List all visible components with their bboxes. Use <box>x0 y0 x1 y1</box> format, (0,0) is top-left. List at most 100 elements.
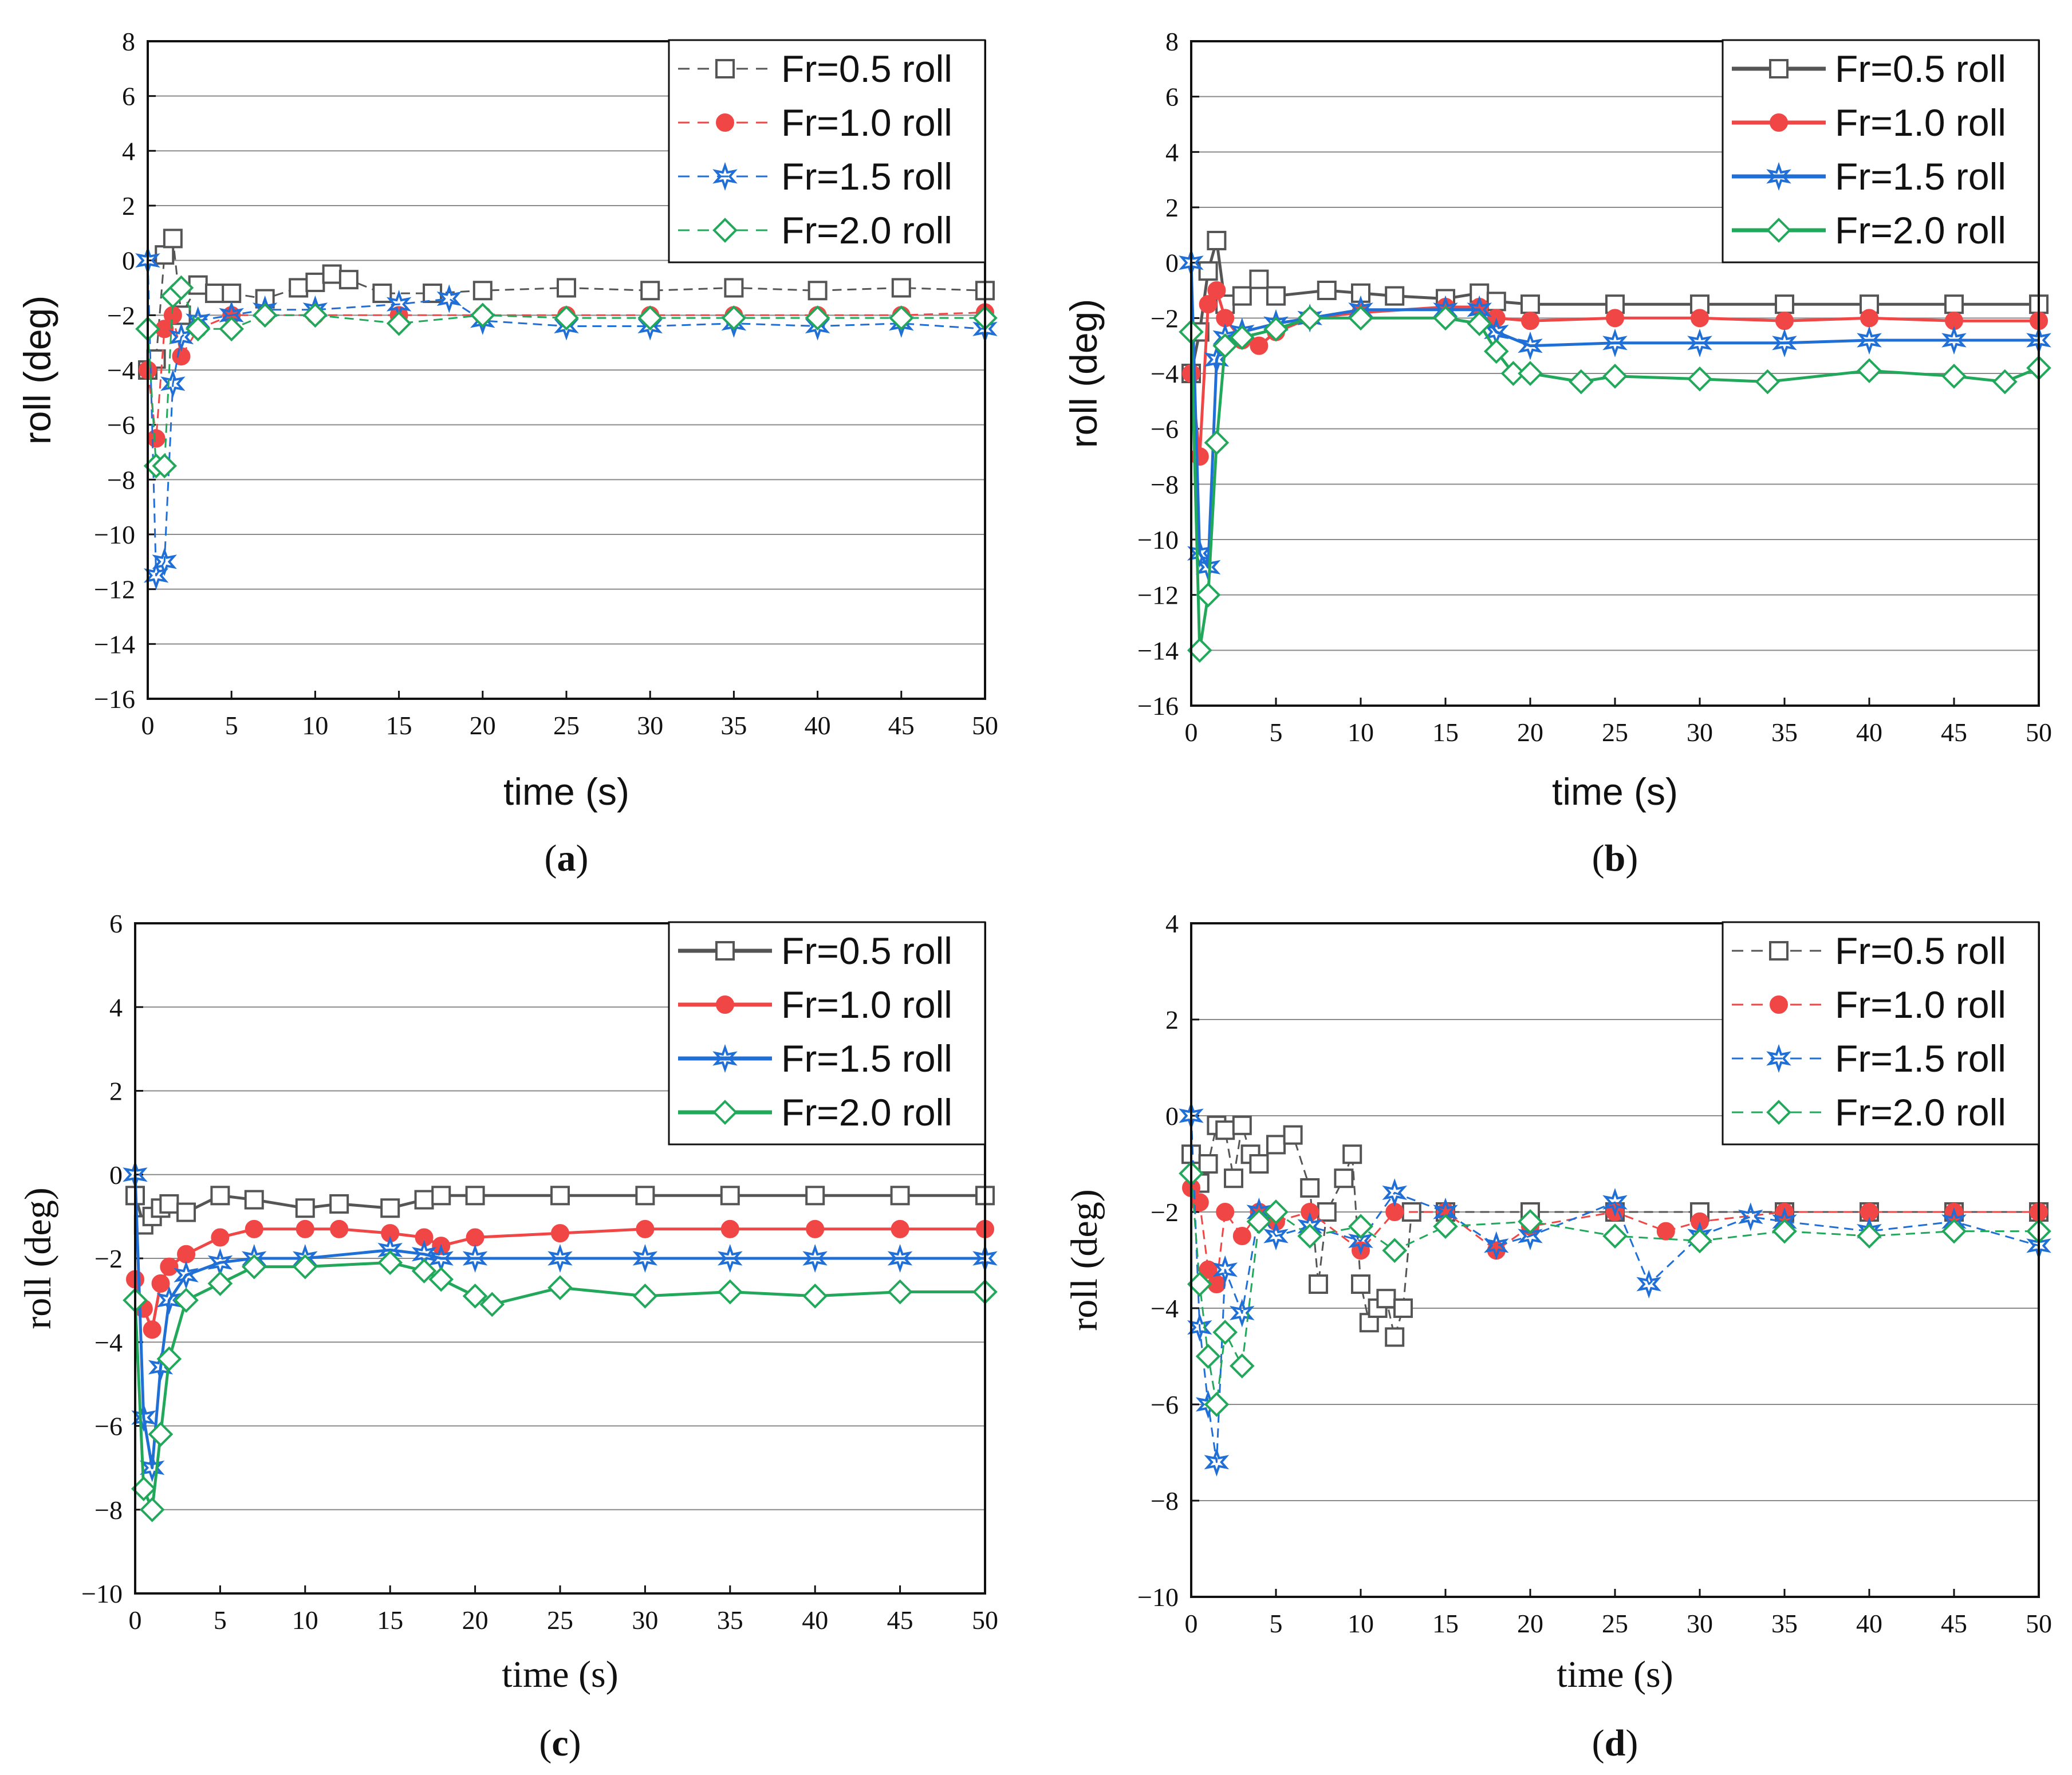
data-point <box>185 316 211 342</box>
data-point <box>1755 369 1780 395</box>
y-tick-label: −2 <box>107 301 135 330</box>
chart-panel-d: 420−2−4−6−8−100 5 10 15 20 25 30 35 40 45 50Fr=0.5… <box>1063 909 2052 1764</box>
x-tick-label: 40 <box>805 711 831 740</box>
data-point <box>1229 1298 1255 1328</box>
legend-marker <box>1770 995 1788 1014</box>
data-point <box>1382 1178 1408 1207</box>
data-point <box>160 369 186 398</box>
data-point <box>1941 325 1967 355</box>
y-tick-label: −14 <box>94 629 135 659</box>
legend-label: Fr=1.0 roll <box>781 101 952 144</box>
data-point <box>1518 361 1543 386</box>
legend-label: Fr=1.0 roll <box>781 983 952 1026</box>
data-point <box>547 1275 573 1301</box>
x-tick-label: 35 <box>720 711 747 740</box>
plot-frame <box>1190 40 2040 707</box>
data-point <box>156 1286 182 1315</box>
data-point <box>1857 1223 1882 1249</box>
legend-marker <box>1770 113 1788 132</box>
x-tick-label: 20 <box>470 711 496 740</box>
legend-label: Fr=2.0 roll <box>1835 209 2006 251</box>
legend-label: Fr=1.0 roll <box>1835 983 2006 1026</box>
x-tick-label: 15 <box>1432 1609 1459 1638</box>
legend: Fr=0.5 roll Fr=1.0 roll Fr=1.5 roll Fr=2.0 … <box>1722 921 2040 1146</box>
data-point <box>1376 1289 1396 1309</box>
x-tick-label: 20 <box>1517 718 1543 747</box>
data-point <box>176 1202 196 1222</box>
data-point <box>372 284 392 304</box>
data-point <box>462 1243 488 1273</box>
data-point <box>1602 1188 1628 1217</box>
y-tick-label: 2 <box>1165 193 1179 222</box>
data-point <box>1687 1228 1712 1254</box>
data-point <box>554 305 579 330</box>
data-point <box>1348 305 1373 331</box>
x-tick-label: 40 <box>1856 718 1882 747</box>
data-point <box>151 1274 170 1293</box>
plot-frame <box>1190 922 2040 1598</box>
data-point <box>472 281 493 301</box>
data-point <box>724 278 744 298</box>
data-point <box>1215 1120 1235 1140</box>
data-point <box>1500 361 1526 386</box>
data-point <box>547 1243 573 1273</box>
data-point <box>1483 1231 1509 1260</box>
data-point <box>1941 1218 1967 1244</box>
x-tick-label: 25 <box>547 1605 573 1635</box>
x-tick-label: 35 <box>717 1605 743 1635</box>
x-tick-label: 5 <box>1270 718 1283 747</box>
y-tick-label: 2 <box>109 1077 123 1106</box>
data-point <box>1232 1227 1251 1245</box>
series-Fr=0.5 roll <box>1181 231 2049 383</box>
data-point <box>462 1283 488 1309</box>
series-line <box>147 312 986 440</box>
y-tick-label: −2 <box>1151 1198 1179 1227</box>
data-point <box>1860 309 1878 328</box>
data-point <box>210 1186 230 1206</box>
data-point <box>1602 1223 1628 1249</box>
data-point <box>1687 328 1712 357</box>
data-point <box>717 1279 743 1305</box>
x-tick-label: 45 <box>887 1605 913 1635</box>
data-point <box>1199 295 1218 314</box>
data-point <box>244 1190 264 1210</box>
data-point <box>1212 1255 1238 1284</box>
data-point <box>632 1243 658 1273</box>
data-point <box>219 316 245 342</box>
x-axis-label: time (s) <box>1552 770 1678 813</box>
y-tick-label: 0 <box>109 1160 123 1190</box>
data-point <box>1433 305 1458 331</box>
series-line <box>1189 316 2039 652</box>
data-point <box>302 302 328 328</box>
data-point <box>1772 328 1797 357</box>
x-tick-label: 45 <box>1941 1609 1967 1638</box>
x-tick-label: 25 <box>1602 1609 1628 1638</box>
data-point <box>1606 309 1624 328</box>
data-point <box>802 1243 828 1273</box>
data-point <box>1198 1154 1218 1174</box>
data-point <box>1229 1353 1255 1379</box>
data-point <box>252 302 278 328</box>
x-tick-label: 10 <box>302 711 328 740</box>
data-point <box>1297 305 1323 331</box>
legend-label: Fr=0.5 roll <box>1835 48 2006 90</box>
data-point <box>1204 430 1230 455</box>
y-tick-label: −2 <box>94 1244 123 1273</box>
data-point <box>636 1219 655 1238</box>
data-point <box>1393 1298 1413 1318</box>
data-point <box>295 1198 315 1218</box>
data-point <box>1772 1218 1797 1244</box>
data-point <box>1246 1209 1272 1234</box>
legend-marker <box>712 1100 738 1125</box>
y-tick-label: −8 <box>107 465 135 494</box>
data-point <box>1216 1203 1235 1221</box>
y-tick-label: 0 <box>1165 249 1179 278</box>
data-point <box>1636 1269 1662 1299</box>
series-Fr=2.0 roll <box>123 1250 998 1522</box>
y-tick-label: 4 <box>1165 137 1179 167</box>
data-point <box>131 1476 156 1502</box>
legend-marker <box>1766 1044 1791 1073</box>
data-point <box>207 1271 233 1296</box>
